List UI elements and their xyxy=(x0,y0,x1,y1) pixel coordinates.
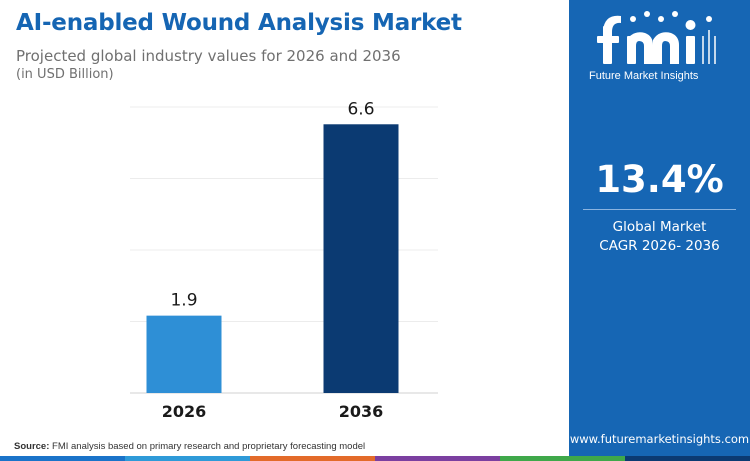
bar-2036 xyxy=(323,124,399,394)
x-tick-label-2026: 2026 xyxy=(162,402,207,421)
fmi-logo-icon xyxy=(597,11,716,64)
bottom-color-bar xyxy=(0,456,750,461)
source-note: Source: FMI analysis based on primary re… xyxy=(14,441,365,452)
unit-note: (in USD Billion) xyxy=(16,67,114,82)
x-tick-label-2036: 2036 xyxy=(339,402,384,421)
chart-subtitle: Projected global industry values for 202… xyxy=(16,47,401,65)
logo-tagline: Future Market Insights xyxy=(589,70,699,82)
website-link[interactable]: www.futuremarketinsights.com xyxy=(569,432,750,446)
data-label-2026: 1.9 xyxy=(170,291,197,311)
source-label: Source: xyxy=(14,441,50,452)
data-label-2036: 6.6 xyxy=(347,99,374,119)
bar-2026 xyxy=(146,315,222,393)
bottom-bar-segment xyxy=(250,456,375,461)
source-text: FMI analysis based on primary research a… xyxy=(49,441,366,452)
fmi-logo: Future Market Insights xyxy=(569,0,750,90)
chart-title: AI-enabled Wound Analysis Market xyxy=(16,10,462,36)
cagr-divider xyxy=(583,209,736,210)
cagr-value: 13.4% xyxy=(595,158,724,201)
cagr-label-line-1: Global Market xyxy=(612,219,707,235)
bottom-bar-segment xyxy=(0,456,125,461)
sidebar-panel: Future Market Insights 13.4% Global Mark… xyxy=(569,0,750,456)
bar-chart: 1.9 2026 6.6 2036 xyxy=(130,99,438,421)
bottom-bar-segment xyxy=(125,456,250,461)
bottom-bar-segment xyxy=(500,456,625,461)
bottom-bar-segment xyxy=(375,456,500,461)
bottom-bar-segment xyxy=(625,456,750,461)
cagr-label-line-2: CAGR 2026- 2036 xyxy=(599,238,720,254)
